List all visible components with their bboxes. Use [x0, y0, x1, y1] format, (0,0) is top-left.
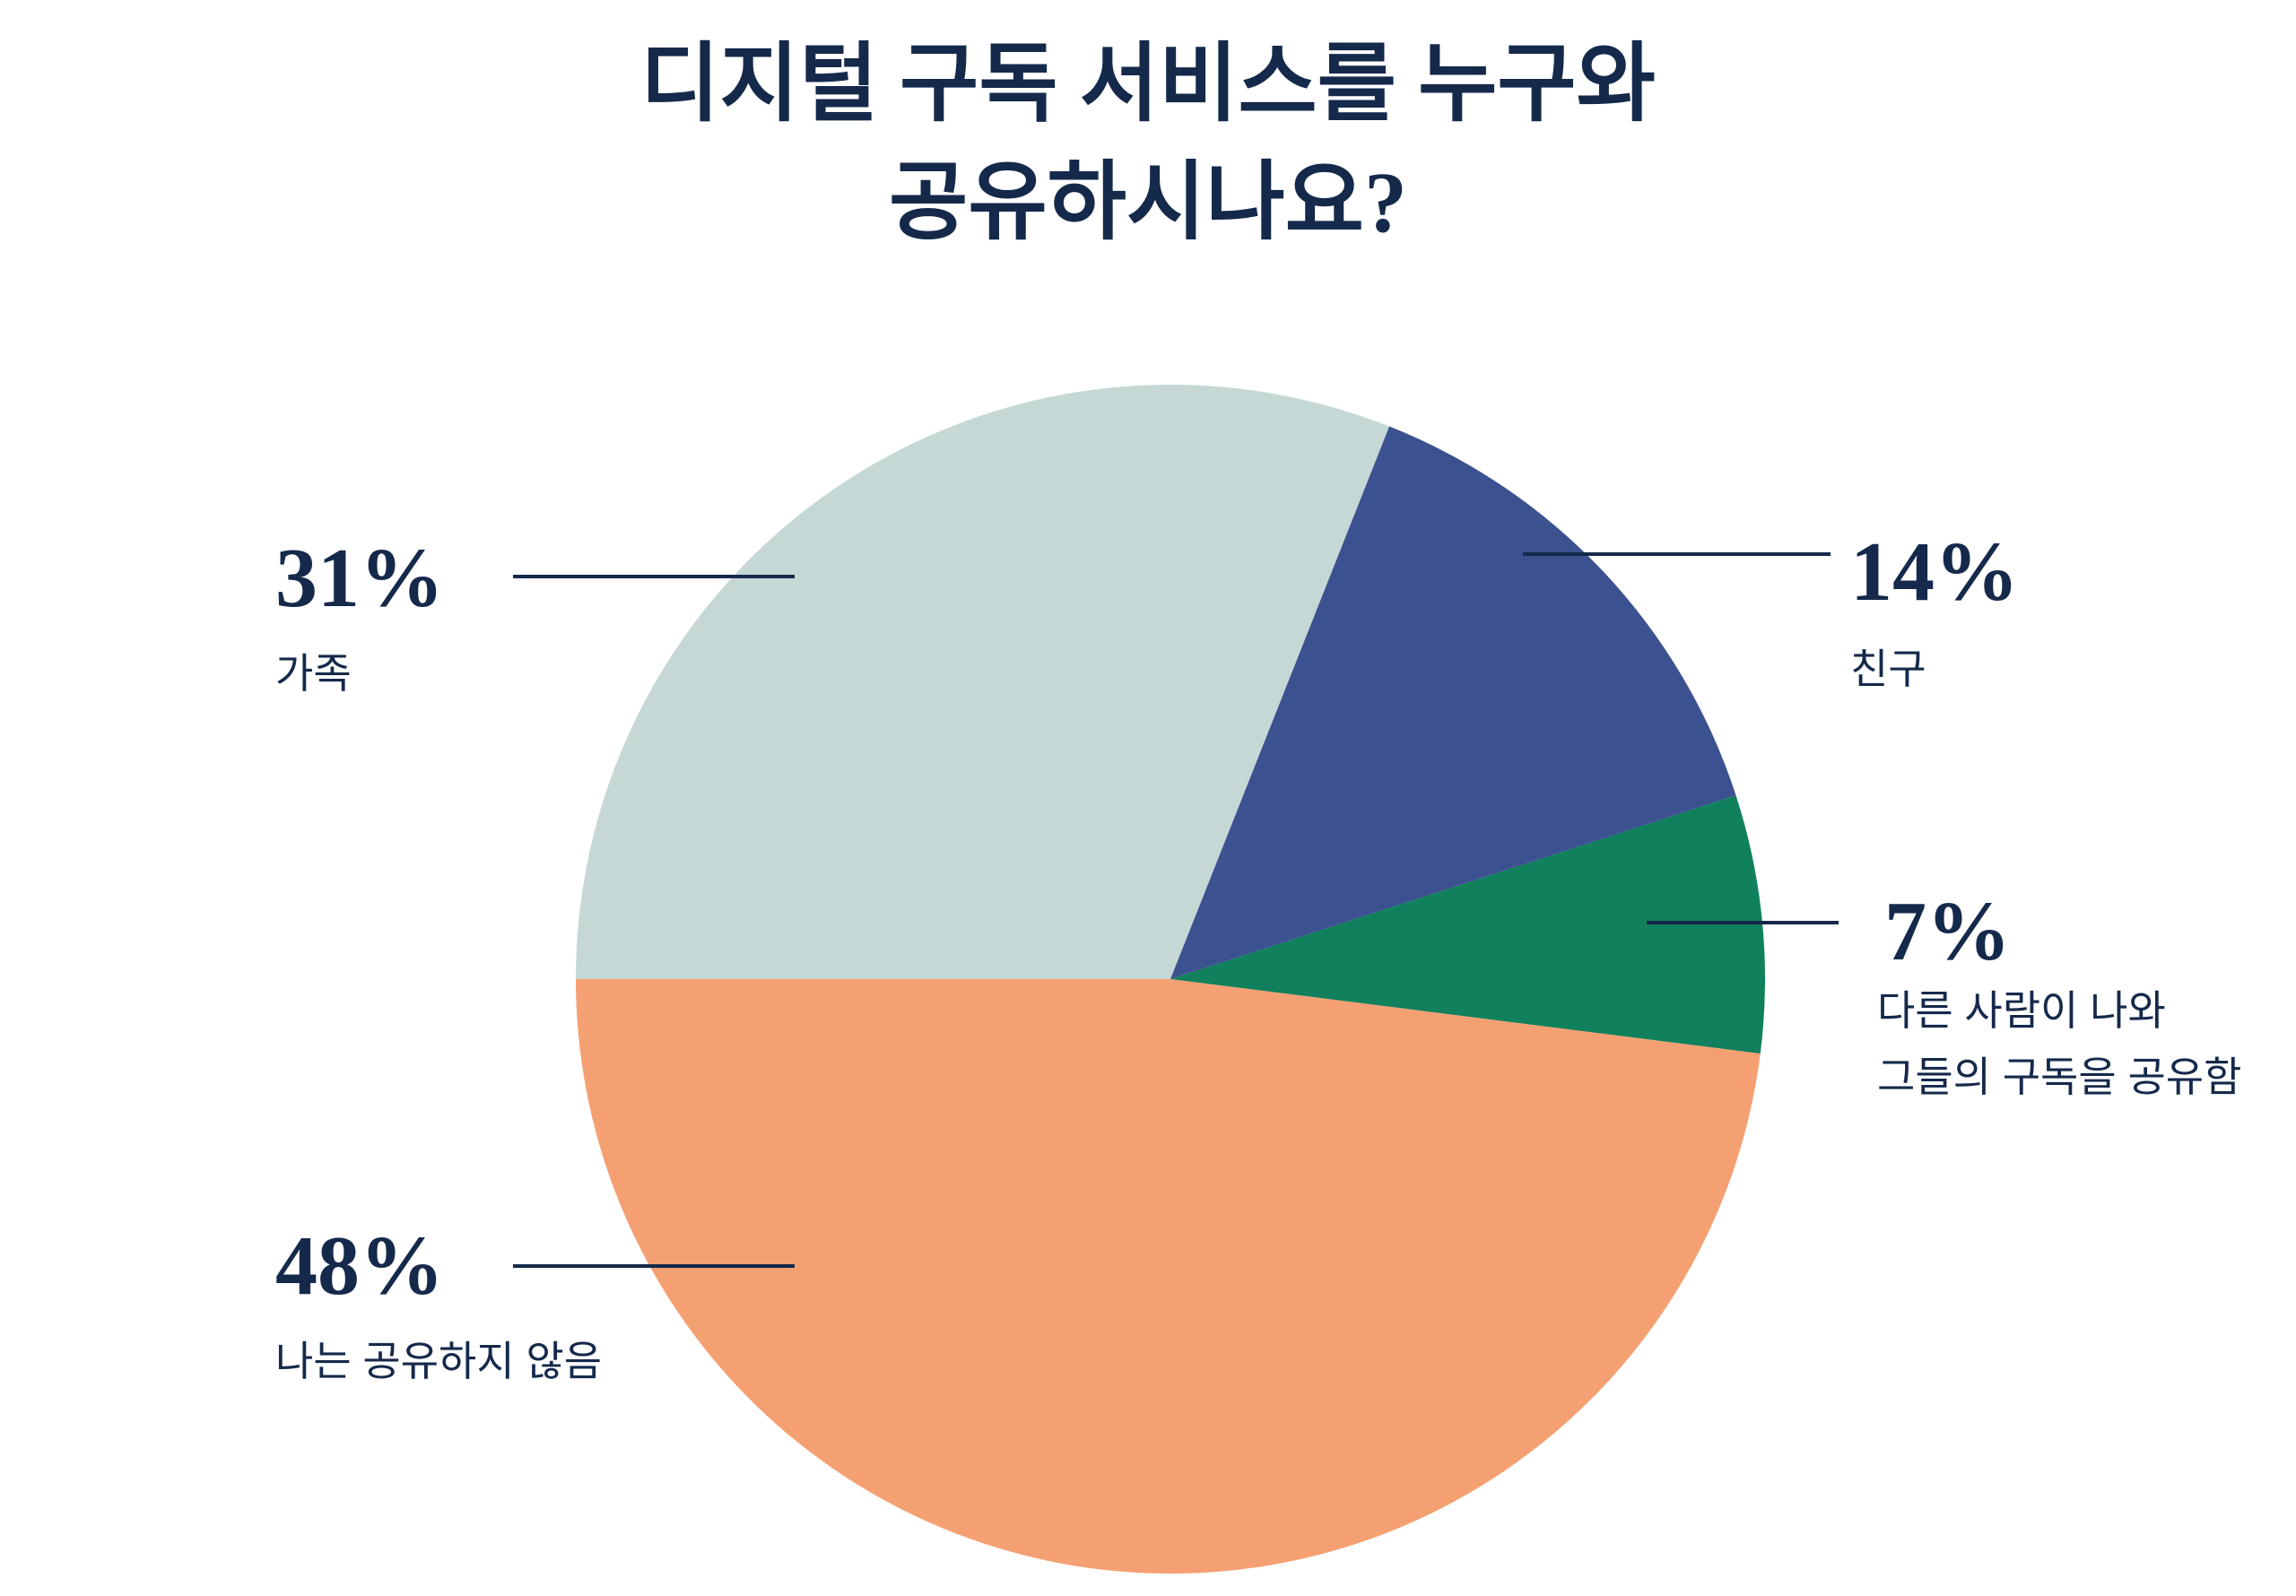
leader-line-shared: [1647, 921, 1839, 924]
pct-family: 31%: [275, 532, 444, 625]
label-shared: 다른 사람이 나와 그들의 구독을 공유함: [1877, 978, 2241, 1110]
leader-line-none: [513, 1264, 795, 1268]
pie-slice-shared-with-me: [1170, 795, 1765, 1054]
pie-slice-family: [576, 385, 1390, 979]
pct-none: 48%: [275, 1219, 444, 1313]
chart-title-line1: 디지털 구독 서비스를 누구와: [640, 36, 1656, 132]
leader-line-family: [513, 575, 795, 578]
chart-title: 디지털 구독 서비스를 누구와 공유하시나요?: [0, 25, 2296, 263]
label-friends: 친구: [1850, 646, 1926, 692]
leader-line-friends: [1523, 552, 1831, 556]
pie-slice-friends: [1170, 426, 1736, 979]
label-none: 나는 공유하지 않음: [275, 1338, 603, 1384]
label-family: 가족: [275, 650, 352, 697]
label-shared-line2: 그들의 구독을 공유함: [1877, 1053, 2242, 1100]
label-shared-line1: 다른 사람이 나와: [1877, 987, 2166, 1034]
pie-slice-no-share: [576, 979, 1761, 1574]
chart-title-line2: 공유하시나요?: [889, 154, 1407, 251]
pie-chart: [576, 385, 1765, 1574]
pct-friends: 14%: [1850, 525, 2019, 619]
pct-shared: 7%: [1884, 885, 2011, 978]
